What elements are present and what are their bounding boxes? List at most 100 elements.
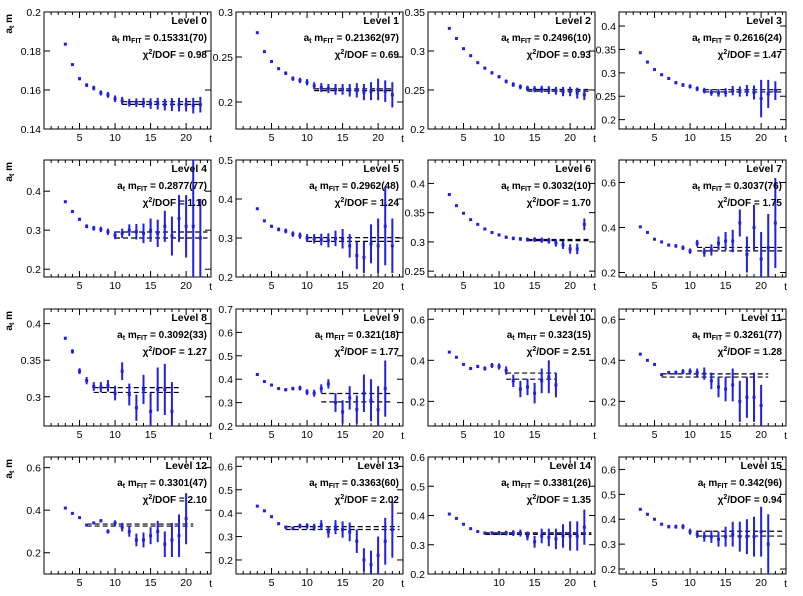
data-point [716,385,720,389]
data-point [255,373,259,377]
data-point [134,538,138,542]
chi2-dof-label: χ2/DOF = 0.98 [143,49,208,61]
data-point [298,386,302,390]
y-tick-label: 0.4 [410,178,425,190]
chi2-dof-label: χ2/DOF = 1.24 [335,197,400,209]
y-tick-label: 0.2 [410,124,425,136]
data-point [99,385,103,389]
data-point [106,230,110,234]
x-tick-label: 15 [529,429,541,441]
data-point [660,373,664,377]
x-tick-label: 5 [652,132,658,144]
y-tick-label: 0.3 [410,540,425,552]
data-point [298,78,302,82]
panel-level-6: 5 10 15 20 t 0.25 0.3 0.35 0.4 Level 6 at mFIT = 0… [405,159,596,293]
x-tick-label: 5 [461,132,467,144]
x-tick-label: 5 [652,577,658,589]
data-point [376,553,380,557]
data-point [638,51,642,55]
data-point [298,234,302,238]
data-point [362,391,366,395]
data-point [660,73,664,77]
data-point [63,336,67,340]
plot-frame [235,456,404,575]
y-tick-label: 0.4 [601,514,616,526]
x-tick-label: 10 [109,577,121,589]
data-point [702,535,706,539]
panel-level-12: 5 10 15 20 t 0.2 0.4 0.6 at m Level 12 at mFIT = 0… [4,456,212,590]
data-point [688,84,692,88]
data-point [540,238,544,242]
chi2-dof-label: χ2/DOF = 1.77 [335,346,400,358]
y-tick-label: 0.7 [218,304,233,316]
data-point [191,224,195,228]
data-point [141,101,145,105]
fit-mass-label: at mFIT = 0.3261(77) [692,330,782,342]
data-point [738,90,742,94]
x-axis-label: t [209,133,212,145]
data-point [645,230,649,234]
chi2-dof-label: χ2/DOF = 0.94 [718,494,783,506]
data-series [255,501,394,574]
data-point [355,408,359,412]
panel-level-2: 5 10 15 20 t 0.2 0.25 0.3 0.35 Level 2 at mFIT = 0… [405,7,597,145]
data-point [149,228,153,232]
y-tick-label: 0.2 [218,421,233,433]
data-point [490,71,494,75]
data-point [511,236,515,240]
y-tick-label: 0.16 [21,85,42,97]
x-tick-label: 20 [755,280,767,292]
data-point [582,222,586,226]
data-series [447,193,586,255]
y-tick-label: 0.6 [26,463,41,475]
fit-mass-label: at mFIT = 0.2496(10) [501,33,591,45]
x-axis-label: t [593,430,596,442]
data-point [305,390,309,394]
chi2-dof-label: χ2/DOF = 2.10 [143,494,208,506]
data-point [752,90,756,94]
data-point [688,370,692,374]
data-point [525,238,529,242]
data-point [127,101,131,105]
data-point [731,532,735,536]
data-point [540,87,544,91]
data-point [702,372,706,376]
data-point [695,87,699,91]
data-point [170,234,174,238]
data-point [653,237,657,241]
y-tick-label: 0.5 [410,481,425,493]
plot-frame [43,308,212,427]
y-tick-label: 0.4 [26,319,41,331]
x-tick-label: 15 [720,577,732,589]
x-tick-label: 20 [755,429,767,441]
data-series [638,178,777,277]
data-point [525,534,529,538]
y-tick-label: 0.3 [218,7,233,19]
y-tick-label: 0.2 [601,564,616,576]
plot-frame [427,159,596,278]
x-tick-label: 10 [301,429,313,441]
data-point [291,526,295,530]
data-point [149,409,153,413]
panel-level-13: 5 10 15 20 t 0.2 0.3 0.4 0.5 0.6 Level 13 at mFIT =… [218,456,404,590]
data-point [127,529,131,533]
x-tick-label: 15 [145,577,157,589]
data-point [319,523,323,527]
x-tick-label: 10 [684,280,696,292]
x-tick-label: 20 [755,577,767,589]
data-point [333,401,337,405]
y-tick-label: 0.2 [26,7,41,19]
data-point [674,81,678,85]
x-tick-label: 5 [77,132,83,144]
data-point [497,531,501,535]
data-point [731,383,735,387]
plot-frame [618,159,787,278]
plot-frame [43,456,212,575]
data-point [312,525,316,529]
data-point [476,364,480,368]
x-tick-label: 20 [372,280,384,292]
data-point [113,521,117,525]
x-tick-label: 10 [301,132,313,144]
data-point [305,236,309,240]
y-tick-label: 0.25 [405,266,426,278]
